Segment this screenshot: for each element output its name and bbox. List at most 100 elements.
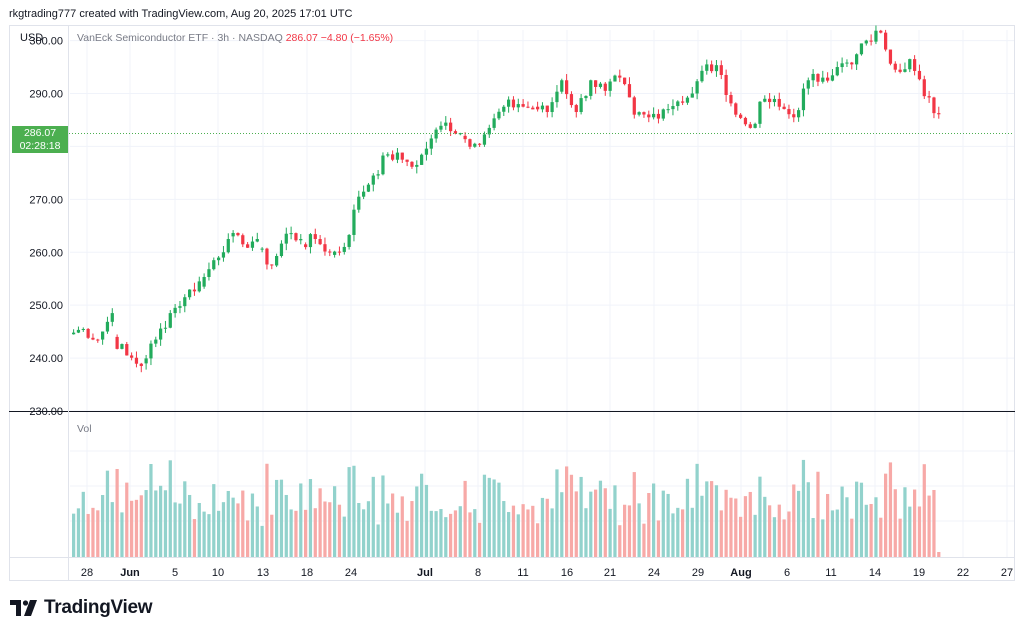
- legend-price: 286.07: [285, 32, 318, 44]
- candle-body: [579, 98, 583, 113]
- candle-body: [217, 257, 221, 261]
- volume-bar: [801, 459, 806, 557]
- candle-body: [439, 125, 443, 130]
- volume-bar: [453, 510, 458, 557]
- volume-bar: [768, 505, 772, 557]
- candle-body: [241, 235, 245, 245]
- volume-bar: [487, 477, 491, 557]
- candle-body: [932, 97, 936, 114]
- candle-body: [729, 94, 733, 104]
- candle-body: [511, 99, 516, 108]
- candle-body: [110, 313, 114, 322]
- candle-body: [898, 69, 902, 72]
- candle-body: [830, 75, 835, 81]
- candle-body: [695, 81, 699, 94]
- candle-body: [250, 241, 255, 248]
- volume-bar: [468, 512, 472, 557]
- candle-body: [120, 344, 124, 349]
- candle-body: [685, 97, 690, 103]
- volume-bar: [516, 514, 520, 557]
- candle-body: [231, 232, 235, 237]
- candle-body: [574, 105, 578, 113]
- volume-bar: [681, 509, 685, 557]
- candle-body: [734, 103, 738, 115]
- volume-bar: [550, 508, 554, 557]
- volume-bar: [270, 514, 274, 557]
- volume-bar: [748, 491, 752, 557]
- volume-bar: [91, 507, 95, 557]
- candle-body: [763, 98, 767, 102]
- x-tick-label: 21: [604, 567, 616, 579]
- candle-body: [337, 251, 342, 253]
- candle-body: [221, 252, 226, 258]
- price-axis: 300.00290.00280.00270.00260.00250.00240.…: [29, 36, 63, 418]
- tradingview-icon: [10, 600, 37, 616]
- candle-body: [521, 104, 525, 107]
- volume-bar: [458, 506, 462, 557]
- candle-body: [275, 256, 279, 266]
- candle-body: [391, 154, 395, 160]
- candle-body: [584, 95, 588, 99]
- x-tick-label: 16: [561, 567, 573, 579]
- volume-bar: [168, 460, 172, 557]
- candle-body: [139, 363, 143, 367]
- candle-body: [81, 328, 85, 330]
- candle-body: [845, 62, 849, 64]
- volume-bar: [347, 467, 351, 557]
- candle-body: [772, 98, 777, 103]
- candle-body: [101, 331, 105, 340]
- candle-body: [313, 234, 317, 240]
- candle-body: [840, 63, 844, 68]
- candle-body: [937, 113, 941, 115]
- volume-bar: [753, 514, 757, 557]
- time-axis: 28 Jun 5 10 13 18 24 Jul 8 11 16 21 24 29 Aug 6 11 14 19 22…: [81, 567, 1013, 579]
- volume-bar: [869, 503, 873, 557]
- candle-body: [850, 62, 854, 65]
- candle-body: [255, 239, 259, 242]
- candle-body: [202, 276, 206, 287]
- volume-bar: [226, 490, 230, 557]
- volume-bar: [932, 489, 936, 557]
- candle-body: [913, 59, 917, 71]
- candle-body: [589, 80, 593, 96]
- symbol-legend[interactable]: VanEck Semiconductor ETF · 3h · NASDAQ 2…: [77, 32, 393, 44]
- candle-body: [468, 139, 472, 147]
- candle-body: [637, 112, 641, 115]
- volume-bar: [192, 519, 197, 557]
- volume-bar: [328, 502, 332, 557]
- candle-body: [797, 110, 801, 118]
- candle-body: [72, 332, 76, 335]
- candle-body: [661, 109, 665, 119]
- volume-label: Vol: [77, 423, 92, 435]
- candle-body: [453, 131, 458, 134]
- candle-body: [328, 251, 332, 253]
- volume-bar: [874, 497, 878, 557]
- candle-body: [627, 84, 632, 98]
- candle-body: [743, 117, 748, 125]
- volume-bar: [173, 502, 177, 557]
- candle-body: [381, 155, 385, 175]
- candle-body: [888, 49, 893, 64]
- volume-bar: [811, 517, 815, 557]
- volume-bar: [705, 481, 709, 557]
- volume-bar: [207, 514, 211, 557]
- volume-bar: [120, 512, 124, 557]
- volume-bar: [163, 490, 168, 557]
- volume-bar: [410, 501, 414, 557]
- volume-bar: [342, 516, 346, 557]
- y-tick-label: 290.00: [29, 89, 63, 101]
- volume-bar: [497, 482, 501, 557]
- candle-body: [603, 83, 607, 91]
- volume-bar: [618, 525, 622, 557]
- candle-body: [526, 106, 530, 108]
- volume-bar: [917, 506, 922, 557]
- tradingview-logo[interactable]: TradingView: [10, 597, 153, 619]
- candle-body: [130, 355, 134, 358]
- x-tick-label: 11: [517, 567, 528, 579]
- y-tick-label: 250.00: [29, 300, 63, 312]
- volume-bar: [366, 501, 371, 557]
- volume-bar: [130, 500, 134, 557]
- candle-body: [333, 251, 337, 255]
- volume-bar: [255, 506, 259, 557]
